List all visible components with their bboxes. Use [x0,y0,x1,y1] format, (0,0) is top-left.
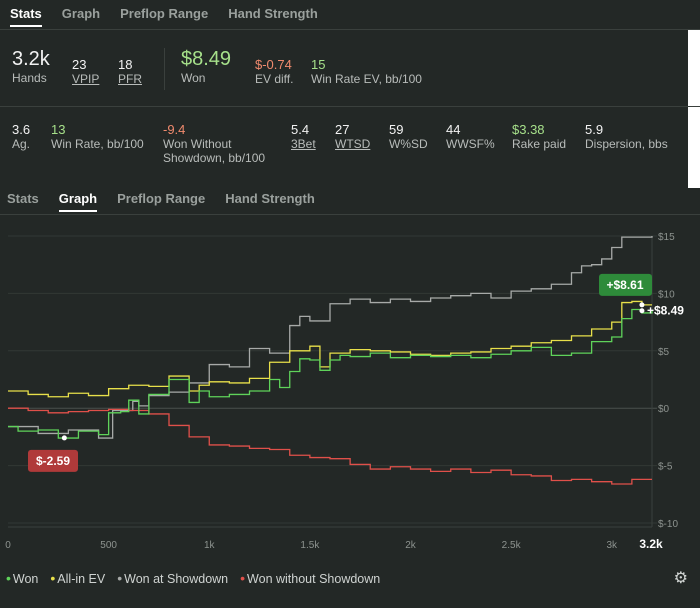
stat-winrate: 13 Win Rate, bb/100 [51,122,144,151]
x-tick-label: 1.5k [300,540,320,551]
won-value: $8.49 [181,48,232,70]
x-tick-label: 3k [606,540,618,551]
winrate-ev-label: Win Rate EV, bb/100 [311,72,422,86]
chart-lines [8,236,653,485]
chart-annotations: +$8.61 +$8.49 $-2.59 [28,273,684,472]
stat-vpip: 23 VPIP [72,57,99,86]
allin-ev-badge-label: +$8.61 [606,278,643,292]
y-tick-label: $0 [658,404,670,415]
winrate-ev-value: 15 [311,57,326,72]
y-tick-label: $15 [658,232,675,243]
stat-ev-diff: $-0.74 EV diff. [255,57,293,86]
profit-chart: $15 $10 $5 $0 $-5 $-10 0 500 1k 1.5k 2k 2.5k 3k 3.2k… [5,232,684,551]
x-tick-label: 500 [100,540,117,551]
legend-item-allin-ev[interactable]: • All-in EV [50,570,106,586]
won-label: Won [181,71,206,85]
vpip-link[interactable]: VPIP [72,72,100,86]
stat-winrate-ev: 15 Win Rate EV, bb/100 [311,57,422,86]
x-tick-label: 1k [204,540,216,551]
stat-won: $8.49 Won [181,48,231,85]
legend-item-won-without-showdown[interactable]: • Won without Showdown [240,570,381,586]
stat-divider [164,48,165,90]
wwsf-label: WWSF% [446,137,495,151]
vpip-value: 23 [72,57,87,72]
stat-wtsd: 27 WTSD [335,122,370,151]
tab-graph-2[interactable]: Graph [49,185,107,213]
stat-hands: 3.2k Hands [12,48,50,85]
ev-diff-value: $-0.74 [255,57,292,72]
min-badge-label: $-2.59 [36,454,70,468]
min-badge: $-2.59 [28,449,78,472]
stat-wwsf: 44 WWSF% [446,122,495,151]
hands-label: Hands [12,71,47,85]
ag-label: Ag. [12,137,31,151]
wsd-label: W%SD [389,137,428,151]
series-line-won [8,308,653,439]
ag-value: 3.6 [12,122,31,137]
x-tick-label: 2.5k [502,540,522,551]
tab-hand-strength[interactable]: Hand Strength [228,6,318,21]
y-tick-label: $10 [658,289,675,300]
min-dot [61,435,67,441]
wwsd-label-line2: Showdown, bb/100 [163,151,266,165]
tab-divider [0,29,700,30]
stat-ag: 3.6 Ag. [12,122,30,151]
tab-stats[interactable]: Stats [0,0,52,28]
wwsd-value: -9.4 [163,122,186,137]
scrollbar-thumb[interactable] [688,30,700,188]
x-axis-ticks: 0 500 1k 1.5k 2k 2.5k 3k 3.2k [5,537,663,551]
rake-label: Rake paid [512,137,567,151]
allin-ev-badge: +$8.61 [599,273,652,296]
hands-value: 3.2k [12,48,50,70]
tab-graph[interactable]: Graph [61,6,101,21]
stat-wsd: 59 W%SD [389,122,428,151]
stat-pfr: 18 PFR [118,57,142,86]
chart-grid [8,235,657,528]
x-end-label: 3.2k [639,537,663,551]
wtsd-value: 27 [335,122,350,137]
tab-stats-2[interactable]: Stats [7,191,39,206]
pfr-value: 18 [118,57,133,72]
x-tick-label: 0 [5,540,11,551]
rake-value: $3.38 [512,122,545,137]
dispersion-value: 5.9 [585,122,604,137]
tab-preflop-range-2[interactable]: Preflop Range [117,191,206,206]
chart-legend: • Won • All-in EV • Won at Showdown • Won wi… [6,570,380,586]
wwsd-label-line1: Won Without [163,137,232,151]
wsd-value: 59 [389,122,404,137]
tab-hand-strength-2[interactable]: Hand Strength [225,191,315,206]
y-axis-ticks: $15 $10 $5 $0 $-5 $-10 [658,232,678,530]
stat-rake: $3.38 Rake paid [512,122,566,151]
wtsd-link[interactable]: WTSD [335,137,371,151]
stats-divider [0,106,700,107]
allin-end-dot [639,302,645,308]
bet3-link[interactable]: 3Bet [291,137,316,151]
ev-diff-label: EV diff. [255,72,294,86]
stat-wwsd: -9.4 Won Without Showdown, bb/100 [163,122,265,165]
stat-dispersion: 5.9 Dispersion, bbs [585,122,668,151]
y-tick-label: $-10 [658,519,678,530]
top-tab-bar: Stats Graph Preflop Range Hand Strength [0,0,328,28]
y-tick-label: $-5 [658,462,673,473]
legend-item-won-at-showdown[interactable]: • Won at Showdown [117,570,229,586]
series-line-noshow [8,407,652,485]
winrate-value: 13 [51,122,66,137]
legend-item-won[interactable]: • Won [6,570,39,586]
pfr-link[interactable]: PFR [118,72,142,86]
tab-preflop-range[interactable]: Preflop Range [120,6,209,21]
y-tick-label: $5 [658,347,670,358]
bet3-value: 5.4 [291,122,310,137]
gear-icon[interactable]: ⚙ [673,570,688,587]
winrate-label: Win Rate, bb/100 [51,137,144,151]
stat-3bet: 5.4 3Bet [291,122,316,151]
graph-tab-divider [0,214,700,215]
won-end-label: +$8.49 [647,304,684,318]
dispersion-label: Dispersion, bbs [585,137,668,151]
wwsf-value: 44 [446,122,461,137]
won-end-dot [639,308,645,314]
graph-tab-bar: Stats Graph Preflop Range Hand Strength [0,185,325,213]
x-tick-label: 2k [405,540,417,551]
